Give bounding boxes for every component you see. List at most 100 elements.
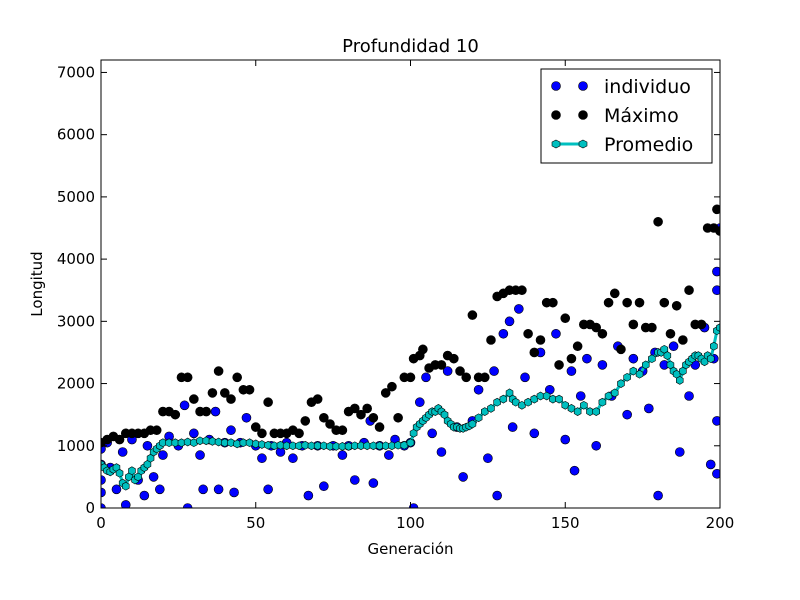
- maximo-point: [461, 372, 472, 383]
- maximo-point: [393, 412, 403, 423]
- maximo-point: [418, 344, 428, 355]
- promedio-point: [493, 397, 501, 407]
- maximo-point: [319, 412, 329, 423]
- maximo-point: [244, 384, 255, 395]
- individuo-point: [241, 412, 252, 423]
- promedio-point: [511, 397, 520, 407]
- y-tick-label: 7000: [57, 63, 95, 81]
- maximo-point: [337, 425, 348, 436]
- promedio-point: [406, 438, 415, 448]
- individuo-point: [582, 353, 592, 364]
- maximo-point: [436, 360, 447, 370]
- promedio-point: [610, 388, 619, 398]
- maximo-point: [597, 328, 608, 339]
- individuo-point: [712, 468, 720, 479]
- legend-marker-maximo: [578, 110, 588, 120]
- legend-marker-promedio: [578, 139, 588, 149]
- individuo-point: [408, 503, 419, 508]
- promedio-point: [264, 440, 272, 450]
- promedio-point: [196, 436, 204, 446]
- promedio-point: [307, 441, 316, 451]
- individuo-point: [226, 425, 236, 436]
- maximo-point: [374, 422, 385, 432]
- promedio-point: [480, 407, 489, 416]
- maximo-point: [405, 372, 416, 383]
- promedio-point: [177, 438, 186, 448]
- y-axis-label: Longitud: [28, 251, 46, 316]
- promedio-point: [709, 341, 718, 351]
- promedio-point: [716, 323, 720, 332]
- maximo-point: [653, 216, 663, 227]
- individuo-point: [458, 472, 468, 482]
- maximo-point: [349, 403, 360, 414]
- individuo-point: [551, 328, 561, 339]
- x-axis-label: Generación: [367, 540, 453, 558]
- individuo-point: [111, 484, 122, 495]
- legend: individuo Máximo Promedio: [540, 68, 713, 164]
- individuo-point: [139, 490, 150, 501]
- legend-box: [540, 68, 713, 164]
- individuo-point: [179, 400, 190, 411]
- promedio-point: [239, 438, 248, 448]
- y-tick-label: 6000: [57, 126, 95, 144]
- maximo-point: [523, 328, 533, 339]
- maximo-point: [362, 403, 372, 414]
- individuo-point: [622, 409, 632, 420]
- promedio-point: [227, 438, 235, 448]
- maximo-point: [634, 297, 645, 308]
- promedio-point: [326, 442, 334, 451]
- maximo-point: [213, 366, 224, 376]
- promedio-point: [555, 394, 563, 404]
- promedio-point: [320, 441, 328, 451]
- maximo-point: [628, 319, 639, 330]
- maximo-point: [678, 335, 688, 345]
- promedio-point: [592, 407, 601, 416]
- maximo-point: [517, 285, 527, 296]
- legend-label-individuo: individuo: [604, 76, 691, 98]
- individuo-point: [514, 304, 524, 314]
- individuo-point: [520, 372, 530, 383]
- individuo-point: [189, 428, 199, 439]
- individuo-point: [442, 366, 453, 376]
- individuo-point: [142, 440, 153, 451]
- legend-marker-individuo: [551, 81, 561, 91]
- individuo-point: [569, 465, 580, 476]
- promedio-point: [202, 436, 210, 446]
- individuo-point: [368, 478, 379, 488]
- maximo-point: [151, 425, 162, 436]
- x-tick-label: 200: [706, 514, 735, 532]
- maximo-point: [715, 226, 720, 236]
- promedio-point: [375, 441, 384, 451]
- individuo-point: [303, 490, 314, 501]
- x-tick-label: 150: [551, 514, 580, 532]
- individuo-point: [414, 397, 425, 408]
- maximo-point: [684, 285, 694, 296]
- individuo-point: [436, 447, 447, 457]
- promedio-point: [468, 419, 477, 429]
- legend-entry-maximo: Máximo: [551, 105, 679, 127]
- individuo-point: [349, 475, 360, 485]
- individuo-point: [492, 490, 502, 501]
- promedio-point: [122, 481, 130, 491]
- series-group: [101, 204, 720, 508]
- individuo-point: [674, 447, 685, 457]
- promedio-point: [604, 391, 613, 401]
- individuo-point: [712, 285, 720, 296]
- maximo-point: [226, 394, 236, 404]
- legend-entry-promedio: Promedio: [551, 134, 693, 156]
- promedio-point: [143, 460, 152, 469]
- promedio-point: [663, 351, 672, 360]
- maximo-point: [548, 297, 558, 308]
- promedio-point: [675, 376, 684, 385]
- individuo-point: [288, 453, 298, 464]
- x-tick-label: 50: [246, 514, 265, 532]
- legend-marker-maximo: [551, 110, 561, 120]
- legend-label-maximo: Máximo: [604, 105, 679, 127]
- promedio-point: [313, 441, 322, 451]
- promedio-point: [245, 438, 254, 448]
- promedio-point: [295, 441, 303, 451]
- promedio-point: [623, 372, 631, 382]
- individuo-point: [198, 484, 208, 495]
- promedio-point: [369, 441, 378, 451]
